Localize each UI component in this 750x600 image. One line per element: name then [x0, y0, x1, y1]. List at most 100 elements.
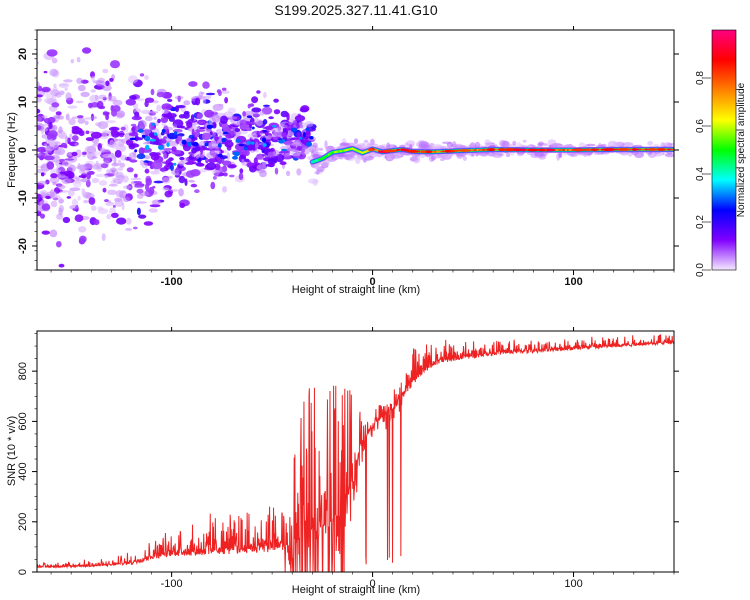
spectrogram-cell: [139, 73, 145, 77]
spectrogram-cell: [168, 116, 175, 122]
spectrogram-cell: [91, 156, 98, 159]
spectrogram-cell: [141, 162, 149, 169]
spectrogram-cell: [224, 140, 234, 148]
colorbar-tick-label: 0.8: [695, 71, 706, 85]
spectrogram-cell: [85, 137, 94, 142]
spectrogram-cell: [163, 152, 167, 160]
spectrogram-cell: [60, 142, 67, 148]
spectrogram-cell: [345, 153, 350, 160]
spectrogram-cell: [130, 177, 142, 181]
spectrogram-cell: [211, 114, 221, 123]
spectrogram-cell: [65, 136, 69, 145]
spectrogram-cell: [77, 195, 81, 201]
spectrogram-cell: [430, 153, 436, 162]
spectrogram-cell: [78, 130, 85, 137]
spectrogram-cell: [69, 133, 73, 140]
spectrogram-hotspot: [382, 149, 397, 153]
spectrogram-cell: [441, 141, 453, 145]
spectrogram-bright-cell: [238, 143, 245, 147]
spectrogram-cell: [183, 110, 190, 115]
spectrogram-cell: [107, 200, 112, 204]
spectrogram-bright-cell: [161, 129, 166, 133]
spectrogram-cell: [80, 91, 90, 98]
spectrogram-cell: [296, 131, 301, 138]
spectrogram-cell: [129, 95, 137, 100]
spectrogram-cell: [41, 230, 50, 235]
spectrogram-cell: [45, 140, 50, 143]
spectrogram-cell: [196, 163, 205, 167]
spectrogram-cell: [134, 135, 139, 142]
spectrogram-cell: [58, 132, 68, 139]
spectrogram-cell: [76, 166, 87, 170]
spectrogram-cell: [238, 130, 248, 135]
spectrogram-cell: [567, 152, 578, 157]
spectrogram-cell: [261, 161, 269, 166]
snr-y-ticks: 0 200 400 600 800: [17, 333, 679, 575]
spectrogram-cell: [59, 190, 69, 193]
spectrogram-cell: [268, 116, 274, 120]
spectrogram-cell: [281, 132, 287, 138]
spectrogram-cell: [161, 177, 171, 184]
spectrogram-bright-cell: [298, 137, 303, 140]
spectrogram-cell: [304, 121, 314, 127]
spectrogram-cell: [255, 118, 263, 127]
spectrogram-cell: [40, 172, 45, 177]
spectrogram-cell: [58, 175, 69, 179]
spectrogram-cell: [107, 95, 117, 101]
snr-series-line: [37, 334, 674, 572]
spectrogram-cell: [66, 196, 72, 199]
spectrogram-cell: [249, 165, 257, 173]
spectrogram-bright-cell: [281, 148, 287, 152]
spectrogram-bright-cell: [305, 127, 310, 131]
spectrogram-cell: [199, 126, 206, 130]
spectrogram-bright-cell: [251, 141, 255, 145]
spectrogram-cell: [64, 87, 68, 91]
spectrogram-cell: [138, 214, 147, 219]
spectrogram-cell: [102, 187, 107, 193]
spectrogram-cell: [222, 186, 227, 193]
spectrogram-cell: [133, 181, 143, 184]
spectrogram-cell: [600, 143, 607, 148]
spectrogram-cell: [136, 188, 144, 194]
spectrogram-cell: [86, 172, 91, 180]
spectrogram-cell: [150, 88, 155, 96]
spectrogram-cell: [294, 115, 306, 122]
spectrogram-y-tick-label: 20: [17, 48, 29, 60]
spectrogram-cell: [44, 97, 55, 104]
spectrogram-cell: [247, 133, 258, 139]
spectrogram-bright-cell: [166, 142, 170, 148]
spectrogram-cell: [286, 112, 290, 121]
spectrogram-cell: [113, 155, 117, 165]
spectrogram-hotspot: [658, 148, 666, 151]
spectrogram-cell: [123, 124, 129, 133]
spectrogram-cell: [226, 116, 238, 120]
spectrogram-bright-cell: [134, 149, 138, 153]
spectrogram-blobs: [37, 47, 674, 268]
spectrogram-cell: [149, 204, 161, 208]
spectrogram-cell: [171, 169, 180, 175]
spectrogram-cell: [194, 189, 200, 194]
spectrogram-cell: [522, 139, 527, 143]
colorbar-tick-label: 0.0: [695, 263, 706, 277]
spectrogram-cell: [49, 68, 59, 77]
spectrogram-cell: [353, 138, 359, 145]
spectrogram-cell: [45, 145, 55, 151]
spectrogram-cell: [150, 153, 160, 161]
spectrogram-bright-cell: [144, 135, 151, 142]
spectrogram-cell: [129, 159, 138, 163]
spectrogram-cell: [58, 82, 70, 89]
spectrogram-cell: [95, 122, 102, 127]
spectrogram-x-ticks: -100 0 100: [50, 26, 675, 288]
spectrogram-cell: [585, 143, 596, 147]
spectrogram-bright-cell: [272, 125, 277, 128]
spectrogram-x-tick-label: 0: [370, 276, 376, 288]
spectrogram-cell: [96, 100, 104, 109]
spectrogram-cell: [71, 135, 79, 142]
spectrogram-cell: [218, 103, 224, 107]
spectrogram-bright-cell: [221, 137, 227, 143]
spectrogram-cell: [136, 201, 147, 204]
snr-ylabel: SNR (10 * v/v): [6, 416, 18, 486]
colorbar-tick-label: 0.6: [695, 119, 706, 133]
spectrogram-cell: [190, 183, 198, 188]
spectrogram-cell: [103, 157, 111, 164]
